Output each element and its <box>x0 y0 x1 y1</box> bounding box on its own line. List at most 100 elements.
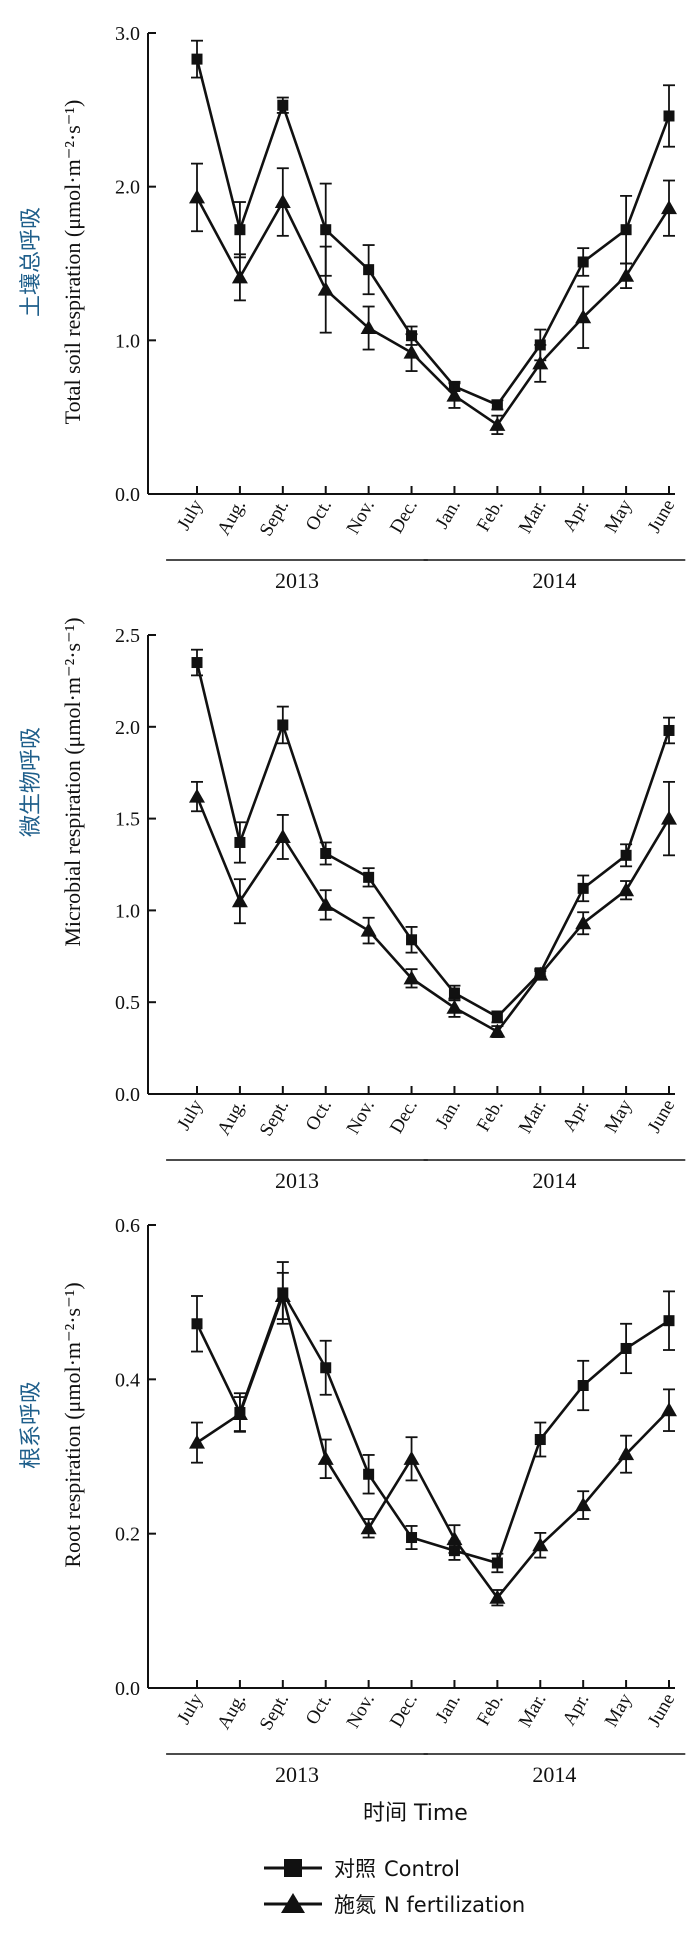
data-point-control <box>620 224 632 236</box>
series-line-control <box>195 662 671 1019</box>
data-point-control <box>191 1318 203 1330</box>
series-line-n-fertilization <box>195 196 671 427</box>
legend-label-en-n: N fertilization <box>384 1893 525 1917</box>
data-point-n-fertilization <box>189 1434 205 1449</box>
data-point-control <box>448 987 460 999</box>
x-axis-label-en: Time <box>413 1801 468 1826</box>
data-point-control <box>406 1532 418 1544</box>
x-tick-label: May <box>601 496 637 537</box>
data-point-n-fertilization <box>446 387 463 402</box>
x-tick-label: Nov. <box>343 496 379 538</box>
x-tick-label: June <box>644 1096 680 1137</box>
data-point-n-fertilization <box>532 966 549 981</box>
data-point-n-fertilization <box>446 1531 463 1546</box>
x-tick-label: Feb. <box>473 496 508 535</box>
plot-area-microbial: 0.0 0.5 1.0 1.5 2.0 2.5 July Aug. Sept. Oct. Nov. D… <box>115 625 686 1193</box>
year-label: 2014 <box>532 568 576 593</box>
y-tick-label: 2.5 <box>115 625 140 647</box>
legend-triangle-marker <box>281 1893 305 1913</box>
data-point-n-fertilization <box>489 1023 506 1038</box>
data-point-control <box>320 847 332 859</box>
year-label: 2013 <box>275 1762 319 1787</box>
plot-area-total: 0.0 1.0 2.0 3.0 July Aug. Sept. Oct. Nov. Dec. Jan… <box>115 23 686 593</box>
data-point-control <box>363 871 375 883</box>
data-point-control <box>534 1434 546 1446</box>
x-tick-label: Jan. <box>432 496 465 533</box>
y-tick-label: 0.0 <box>115 484 140 506</box>
data-point-control <box>363 264 375 276</box>
data-point-n-fertilization <box>661 200 677 215</box>
data-point-n-fertilization <box>231 269 248 284</box>
x-tick-label: Mar. <box>515 496 551 537</box>
y-label-en-root: Root respiration (μmol·m⁻²·s⁻¹) <box>60 1282 85 1567</box>
x-tick-label: June <box>644 496 680 537</box>
data-point-n-fertilization <box>661 810 677 825</box>
x-tick-label: Sept. <box>256 1690 293 1734</box>
data-point-n-fertilization <box>403 1450 420 1465</box>
legend-square-marker <box>284 1859 302 1877</box>
x-tick-label: July <box>173 496 207 534</box>
data-point-n-fertilization <box>489 416 506 431</box>
y-tick-label: 0.4 <box>115 1369 140 1391</box>
y-label-cn-total: 土壤总呼吸 <box>19 207 44 317</box>
data-point-n-fertilization <box>274 1287 291 1302</box>
panel-root-respiration: 根系呼吸 Root respiration (μmol·m⁻²·s⁻¹) 0.0… <box>19 1215 686 1787</box>
y-tick-label: 0.0 <box>115 1084 140 1106</box>
data-point-n-fertilization <box>231 893 248 908</box>
x-tick-label: Dec. <box>386 1096 422 1137</box>
x-tick-label: Apr. <box>559 1096 594 1135</box>
data-point-n-fertilization <box>618 882 635 897</box>
data-point-control <box>663 724 675 736</box>
data-point-control <box>663 1315 675 1327</box>
series-line-control <box>195 1289 670 1565</box>
data-point-n-fertilization <box>532 355 549 370</box>
legend-label-en-control: Control <box>384 1857 460 1881</box>
data-point-n-fertilization <box>403 970 420 985</box>
x-tick-label: Oct. <box>302 1096 336 1134</box>
x-axis-label-cn: 时间 <box>363 1801 407 1826</box>
x-tick-label: Mar. <box>515 1096 551 1137</box>
y-tick-label: 0.0 <box>115 1678 140 1700</box>
legend-item-control: 对照 Control <box>264 1857 460 1881</box>
x-tick-label: Nov. <box>343 1096 379 1138</box>
data-point-control <box>491 1557 503 1569</box>
data-point-n-fertilization <box>274 194 291 209</box>
data-point-n-fertilization <box>403 344 420 359</box>
x-tick-label: May <box>601 1690 637 1731</box>
x-tick-label: Oct. <box>302 1690 336 1728</box>
data-point-n-fertilization <box>446 999 463 1014</box>
x-tick-label: Oct. <box>302 496 336 534</box>
year-label: 2013 <box>275 1168 319 1193</box>
y-tick-label: 0.2 <box>115 1524 140 1546</box>
data-point-control <box>406 934 418 946</box>
x-tick-label: Feb. <box>473 1096 508 1135</box>
data-point-control <box>191 657 203 669</box>
year-label: 2013 <box>275 568 319 593</box>
data-point-control <box>620 1342 632 1354</box>
y-tick-label: 1.0 <box>115 330 140 352</box>
data-point-n-fertilization <box>317 1450 334 1465</box>
y-tick-label: 1.0 <box>115 900 140 922</box>
data-point-control <box>277 99 289 111</box>
data-point-control <box>234 224 246 236</box>
x-tick-label: Sept. <box>256 496 293 540</box>
x-tick-label: Feb. <box>473 1690 508 1729</box>
legend: 对照 Control 施氮 N fertilization <box>264 1857 525 1917</box>
data-point-n-fertilization <box>317 281 334 296</box>
legend-item-n-fertilization: 施氮 N fertilization <box>264 1893 525 1917</box>
series-line-control <box>195 58 671 407</box>
data-point-control <box>363 1468 375 1480</box>
data-point-n-fertilization <box>489 1589 506 1604</box>
data-point-control <box>577 1380 589 1392</box>
data-point-control <box>577 882 589 894</box>
data-point-n-fertilization <box>231 1406 248 1421</box>
x-tick-label: Aug. <box>213 496 250 539</box>
legend-label-cn-n: 施氮 <box>334 1893 376 1917</box>
data-point-control <box>620 849 632 861</box>
data-point-control <box>491 399 503 411</box>
data-point-control <box>277 719 289 731</box>
y-label-cn-microbial: 微生物呼吸 <box>19 727 44 837</box>
x-tick-label: Jan. <box>432 1690 465 1727</box>
legend-label-cn-control: 对照 <box>334 1857 376 1881</box>
y-label-cn-root: 根系呼吸 <box>19 1381 44 1469</box>
